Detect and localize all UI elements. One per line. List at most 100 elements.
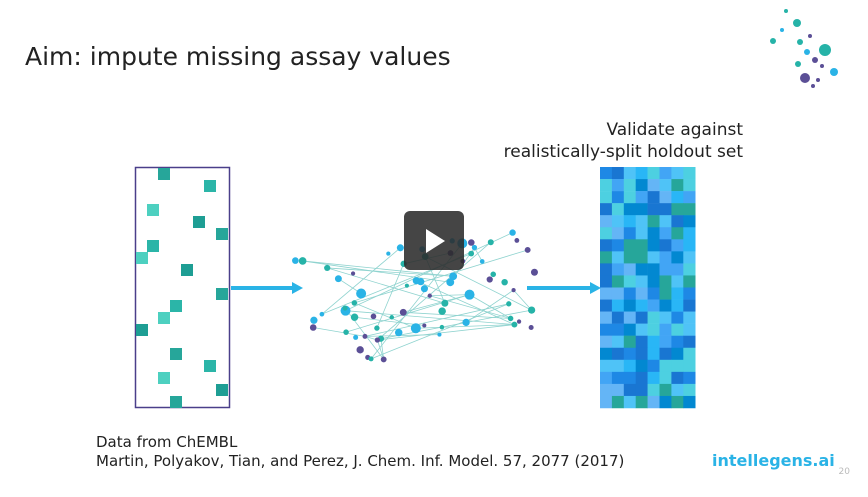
network-node — [386, 251, 391, 256]
dense-cell — [659, 167, 672, 180]
dense-cell — [600, 251, 613, 264]
dense-cell — [611, 335, 625, 348]
network-node — [343, 329, 349, 335]
network-node — [404, 283, 409, 288]
network-edge — [302, 260, 454, 277]
dense-cell — [635, 179, 648, 192]
sparse-cell — [158, 312, 170, 324]
sparse-cell — [136, 324, 148, 336]
dense-cell — [600, 359, 613, 373]
sparse-cell — [216, 288, 228, 300]
network-node — [446, 278, 455, 287]
dense-cell — [683, 299, 696, 312]
dense-cell — [659, 203, 672, 216]
sparse-cell — [158, 372, 170, 384]
network-node — [374, 325, 380, 331]
dense-cell — [611, 323, 625, 336]
dense-cell — [600, 347, 613, 361]
dense-cell — [671, 179, 684, 192]
dense-cell — [623, 251, 636, 264]
dense-cell — [659, 335, 672, 348]
dense-cell — [683, 335, 696, 348]
dense-cell — [611, 167, 625, 180]
sparse-cells — [136, 168, 228, 408]
dense-cell — [611, 371, 625, 385]
dense-cell — [659, 263, 672, 276]
network-node — [350, 271, 356, 276]
dense-cell — [635, 203, 648, 216]
dense-cell — [659, 371, 672, 385]
play-button[interactable] — [404, 211, 464, 270]
dense-cell — [659, 215, 672, 228]
dense-cell — [683, 203, 696, 216]
dense-cell — [659, 299, 672, 312]
dense-cell — [623, 275, 636, 288]
dense-cell — [671, 203, 684, 216]
dense-cell — [623, 227, 636, 240]
dense-cell — [611, 383, 625, 397]
dense-cell — [647, 335, 660, 348]
network-node — [511, 321, 518, 328]
dense-cell — [659, 311, 672, 324]
dense-cell — [683, 323, 696, 336]
dense-cell — [671, 347, 684, 361]
arrow-head — [292, 282, 303, 294]
dense-cell — [683, 371, 696, 385]
network-node — [516, 319, 522, 324]
page-number: 20 — [839, 467, 851, 477]
dense-cell — [635, 215, 648, 228]
logo-dot — [820, 64, 824, 68]
dense-cell — [683, 347, 696, 361]
dense-cell — [647, 323, 660, 336]
network-node — [351, 300, 358, 306]
logo-dot — [797, 39, 803, 45]
play-icon[interactable] — [426, 229, 445, 253]
dense-cell — [671, 371, 684, 385]
citation: Data from ChEMBL — [96, 433, 238, 451]
dense-cell — [647, 239, 660, 252]
slide-title: Aim: impute missing assay values — [25, 42, 451, 71]
network-node — [514, 237, 520, 243]
dense-cell — [647, 263, 660, 276]
dense-cell — [647, 347, 660, 361]
dense-cell — [611, 311, 625, 324]
dense-cell — [647, 203, 660, 216]
dense-cell — [659, 239, 672, 252]
network-edge — [416, 280, 515, 325]
network-node — [471, 244, 478, 251]
logo-dot — [812, 57, 818, 63]
dense-cell — [659, 347, 672, 361]
dense-cell — [600, 191, 613, 204]
sparse-matrix — [134, 166, 231, 409]
dense-cell — [671, 383, 684, 397]
dense-cell — [659, 275, 672, 288]
logo-dot — [804, 49, 810, 55]
network-edge — [354, 316, 425, 326]
dense-cell — [635, 371, 648, 385]
network-node — [530, 268, 538, 276]
network-node — [501, 278, 508, 286]
dense-cell — [647, 251, 660, 264]
dense-cell — [611, 227, 625, 240]
network-node — [487, 239, 494, 246]
dense-cell — [635, 311, 648, 324]
dense-cell — [647, 311, 660, 324]
network-node — [334, 275, 342, 283]
network-node — [292, 257, 299, 264]
dense-cell — [671, 239, 684, 252]
logo-dot — [811, 84, 815, 88]
dense-cell — [600, 395, 613, 409]
dense-cell — [647, 371, 660, 385]
dense-cell — [671, 215, 684, 228]
network-node — [507, 315, 514, 322]
dense-cell — [647, 395, 660, 409]
dense-cell — [659, 179, 672, 192]
dense-cell — [683, 251, 696, 264]
dense-cell — [623, 311, 636, 324]
dense-cell — [635, 323, 648, 336]
sparse-cell — [170, 348, 182, 360]
network-node — [309, 324, 317, 331]
network-edge — [364, 334, 440, 337]
